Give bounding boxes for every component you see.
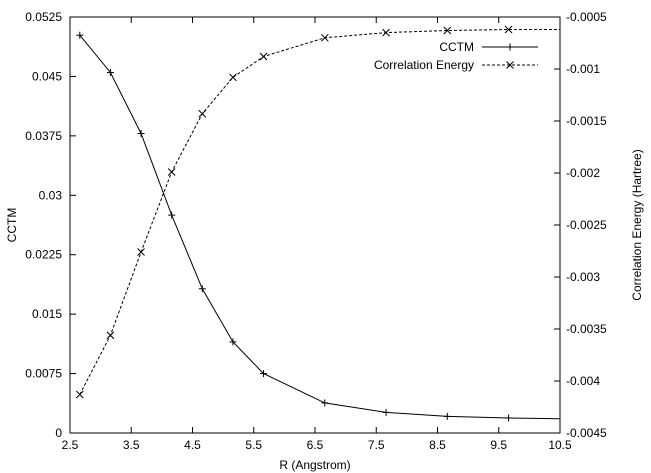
- legend-sample-cctm: [482, 43, 538, 51]
- series-line-cctm: [79, 34, 561, 420]
- y-tick-label: 0.0075: [25, 367, 62, 381]
- y-tick-label: 0.0525: [25, 10, 62, 24]
- data-point-cctm: [106, 68, 114, 76]
- data-point-correlation-energy: [320, 33, 329, 42]
- y-axis-label: CCTM: [5, 208, 19, 243]
- y-tick-label: 0.015: [32, 307, 62, 321]
- data-point-correlation-energy: [259, 52, 268, 61]
- y-tick-label: 0.045: [32, 69, 62, 83]
- legend: CCTM Correlation Energy: [374, 40, 538, 72]
- data-point-correlation-energy: [198, 109, 207, 118]
- x-tick-label: 5.5: [245, 438, 262, 452]
- data-point-cctm: [260, 370, 268, 378]
- data-point-cctm: [382, 408, 390, 416]
- x-tick-label: 4.5: [184, 438, 201, 452]
- x-tick-label: 7.5: [368, 438, 385, 452]
- ticks-layer: 2.5 3.5 4.5 5.5 6.5 7.5 8.5 9.5 10.5 0 0.0075 0.015…: [25, 10, 607, 452]
- legend-marker: [506, 61, 514, 69]
- data-point-correlation-energy: [167, 168, 176, 176]
- legend-label-cctm: CCTM: [439, 40, 474, 54]
- data-point-cctm: [321, 399, 329, 407]
- data-point-cctm: [505, 414, 513, 422]
- y2-tick-label: -0.002: [566, 166, 600, 180]
- legend-marker: [506, 43, 514, 51]
- plot-frame: [69, 16, 561, 434]
- x-tick-label: 9.5: [490, 438, 507, 452]
- data-point-cctm: [137, 129, 145, 137]
- y2-tick-label: -0.0045: [566, 426, 607, 440]
- y2-tick-label: -0.0005: [566, 10, 607, 24]
- x-tick-label: 2.5: [62, 438, 79, 452]
- y2-axis-label: Correlation Energy (Hartree): [630, 149, 644, 300]
- y-tick-label: 0.03: [39, 188, 63, 202]
- x-axis-label: R (Angstrom): [279, 458, 350, 472]
- data-point-correlation-energy: [504, 25, 513, 34]
- y-tick-label: 0.0375: [25, 129, 62, 143]
- y2-tick-label: -0.0035: [566, 322, 607, 336]
- series-layer: [75, 25, 561, 422]
- data-point-cctm: [168, 211, 176, 219]
- data-point-correlation-energy: [229, 73, 237, 82]
- data-point-correlation-energy: [75, 390, 84, 399]
- y2-tick-label: -0.004: [566, 374, 600, 388]
- x-tick-label: 8.5: [429, 438, 446, 452]
- data-point-cctm: [198, 285, 206, 293]
- y2-tick-label: -0.0025: [566, 218, 607, 232]
- data-point-cctm: [76, 31, 84, 39]
- data-point-correlation-energy: [382, 28, 390, 37]
- series-line-correlation-energy: [79, 28, 560, 395]
- y2-tick-label: -0.0015: [566, 114, 607, 128]
- x-tick-label: 3.5: [123, 438, 140, 452]
- y-tick-label: 0.0225: [25, 248, 62, 262]
- data-point-cctm: [443, 412, 451, 420]
- x-tick-label: 10.5: [548, 438, 572, 452]
- data-point-correlation-energy: [443, 26, 452, 35]
- data-point-correlation-energy: [106, 331, 115, 340]
- y2-tick-label: -0.003: [566, 270, 600, 284]
- y2-tick-label: -0.001: [566, 62, 600, 76]
- data-point-cctm: [229, 338, 237, 346]
- legend-sample-correlation-energy: [482, 61, 538, 69]
- y-tick-label: 0: [55, 426, 62, 440]
- legend-label-correlation-energy: Correlation Energy: [374, 58, 474, 72]
- data-point-correlation-energy: [137, 248, 145, 256]
- x-tick-label: 6.5: [307, 438, 324, 452]
